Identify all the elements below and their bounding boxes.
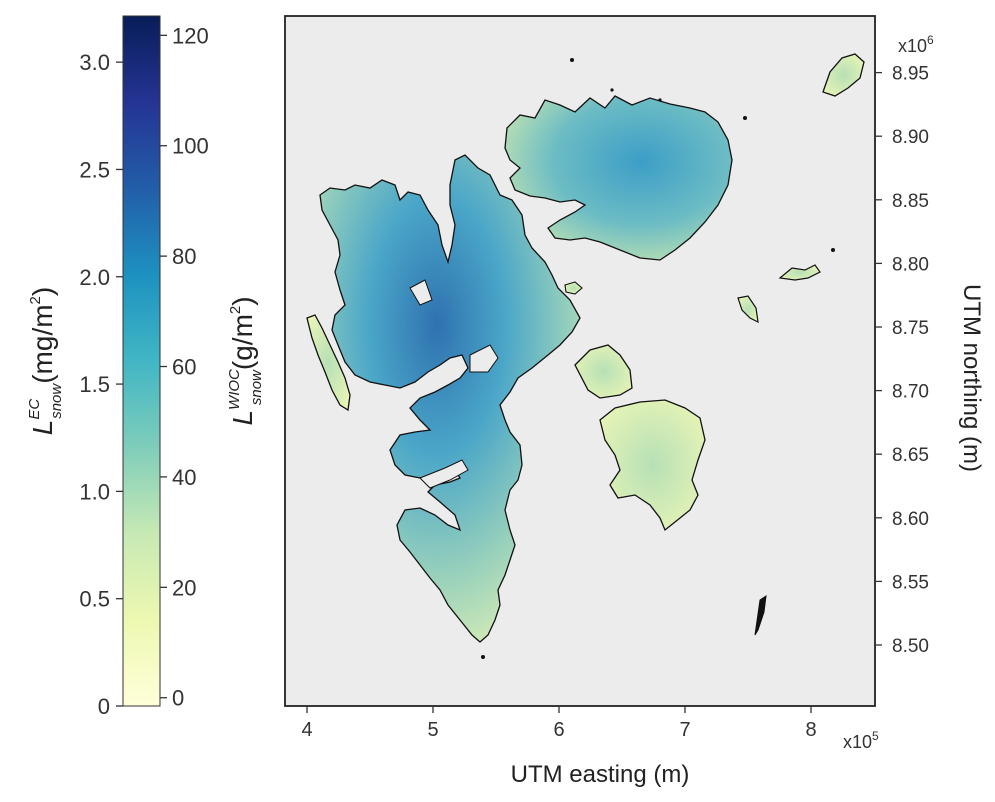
hopen-islet [754, 594, 767, 636]
x-tick-label: 5 [427, 719, 438, 741]
islet-speck [570, 58, 574, 62]
east-islet-2 [737, 295, 759, 324]
northeast-island [504, 95, 733, 261]
colorbar-right-tick-label: 0 [172, 686, 184, 711]
fjord-3 [409, 279, 433, 306]
y-tick-label: 8.50 [892, 636, 929, 657]
colorbar: 0 0.5 1.0 1.5 2.0 2.5 3.0 0 20 40 60 80 100 120 LEC s… [26, 15, 265, 719]
edgeoya-island [599, 399, 706, 532]
y-tick-label: 8.75 [892, 318, 929, 339]
islet-speck [610, 88, 614, 92]
colorbar-left-tick-label: 0.5 [79, 587, 110, 612]
colorbar-right-label: LWIOC snow(g/m2) [226, 296, 265, 425]
east-islet-1 [778, 264, 821, 281]
colorbar-right-tick-label: 20 [172, 575, 196, 600]
colorbar-left-label: LEC snow(mg/m2) [26, 287, 65, 435]
y-tick-label: 8.90 [892, 127, 929, 148]
y-axis-label: UTM northing (m) [958, 284, 985, 472]
y-tick-label: 8.55 [892, 572, 929, 593]
y-axis-ticks: 8.50 8.55 8.60 8.65 8.70 8.75 8.80 8.85 8.90 8.95 [875, 64, 929, 657]
far-northeast-islet [822, 53, 865, 97]
colorbar-right-ticks: 0 20 40 60 80 100 120 [160, 23, 209, 711]
colorbar-right-tick-label: 100 [172, 134, 209, 159]
y-tick-label: 8.60 [892, 509, 929, 530]
y-tick-label: 8.80 [892, 254, 929, 275]
map-frame [284, 15, 876, 707]
x-tick-label: 6 [553, 719, 564, 741]
colorbar-left-tick-label: 1.0 [79, 479, 110, 504]
colorbar-right-tick-label: 80 [172, 244, 196, 269]
colorbar-right-tick-label: 120 [172, 23, 209, 48]
colorbar-left-tick-label: 0 [98, 694, 110, 719]
x-tick-label: 8 [805, 719, 816, 741]
fjord-2 [419, 459, 469, 489]
north-islet [564, 281, 583, 295]
fjord-1 [469, 344, 499, 373]
x-tick-label: 4 [301, 719, 312, 741]
y-tick-label: 8.65 [892, 445, 929, 466]
x-tick-label: 7 [679, 719, 690, 741]
colorbar-left-tick-label: 2.0 [79, 265, 110, 290]
islet-speck [481, 655, 485, 659]
colorbar-left-tick-label: 2.5 [79, 157, 110, 182]
barentsoya-island [574, 344, 633, 399]
x-axis-ticks: 4 5 6 7 8 [301, 706, 817, 741]
islet-speck [658, 98, 662, 102]
islet-speck [831, 248, 835, 252]
colorbar-left-tick-label: 3.0 [79, 50, 110, 75]
islet-speck [743, 116, 747, 120]
colorbar-left-tick-label: 1.5 [79, 372, 110, 397]
colorbar-right-tick-label: 40 [172, 465, 196, 490]
y-tick-label: 8.85 [892, 191, 929, 212]
colorbar-left-ticks: 0 0.5 1.0 1.5 2.0 2.5 3.0 [79, 50, 123, 719]
colorbar-gradient [122, 15, 161, 707]
y-axis-multiplier: x106 [898, 33, 934, 56]
colorbar-right-tick-label: 60 [172, 355, 196, 380]
y-tick-label: 8.70 [892, 382, 929, 403]
y-tick-label: 8.95 [892, 64, 929, 85]
x-axis-multiplier: x105 [843, 729, 879, 752]
x-axis-label: UTM easting (m) [511, 761, 690, 788]
main-island [319, 154, 581, 643]
forland-island [306, 314, 351, 412]
